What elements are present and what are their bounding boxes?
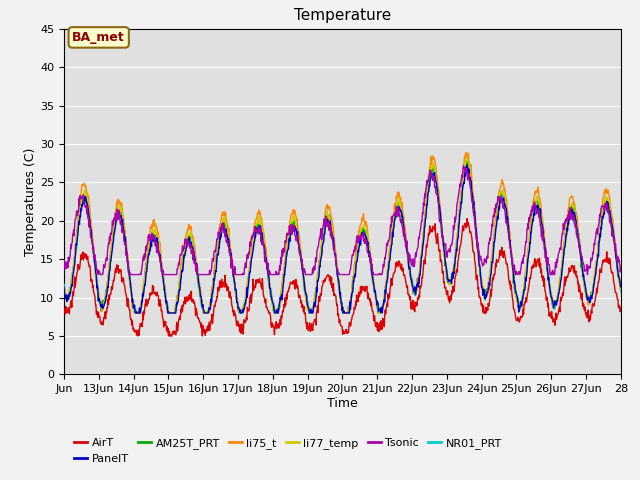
AirT (147, 291, 155, 297)
AM25T_PRT (131, 310, 138, 316)
Tsonic (95, 272, 102, 277)
Tsonic (122, 240, 129, 246)
Tsonic (495, 197, 503, 203)
li77_temp (131, 310, 139, 316)
NR01_PRT (60, 281, 68, 287)
li77_temp (60, 287, 68, 293)
NR01_PRT (399, 217, 407, 223)
Tsonic (554, 260, 561, 265)
PanelT (399, 220, 407, 226)
AirT (399, 265, 407, 271)
li77_temp (399, 213, 407, 219)
Line: AM25T_PRT: AM25T_PRT (64, 162, 621, 313)
Line: PanelT: PanelT (64, 165, 621, 313)
li75_t (554, 291, 562, 297)
li77_temp (554, 296, 561, 301)
PanelT (60, 285, 68, 290)
li77_temp (617, 286, 625, 291)
NR01_PRT (121, 233, 129, 239)
AM25T_PRT (617, 285, 625, 291)
Line: li75_t: li75_t (64, 153, 621, 313)
PanelT (495, 206, 503, 212)
PanelT (121, 238, 129, 243)
PanelT (617, 284, 625, 290)
li75_t (121, 228, 129, 233)
Tsonic (60, 257, 68, 263)
Tsonic (147, 235, 155, 240)
li77_temp (463, 155, 470, 161)
AirT (134, 333, 142, 339)
AirT (463, 216, 471, 221)
NR01_PRT (495, 200, 503, 206)
NR01_PRT (463, 159, 471, 165)
Line: NR01_PRT: NR01_PRT (64, 162, 621, 313)
AM25T_PRT (60, 288, 68, 293)
AM25T_PRT (554, 291, 562, 297)
li75_t (147, 224, 155, 230)
AirT (617, 305, 625, 311)
Line: li77_temp: li77_temp (64, 158, 621, 313)
AirT (554, 312, 561, 318)
Tsonic (617, 265, 625, 271)
Tsonic (554, 254, 562, 260)
NR01_PRT (617, 289, 625, 295)
Tsonic (460, 163, 467, 168)
li75_t (495, 187, 503, 193)
AM25T_PRT (463, 159, 471, 165)
Line: Tsonic: Tsonic (64, 166, 621, 275)
NR01_PRT (132, 310, 140, 316)
AirT (60, 307, 68, 312)
li75_t (131, 310, 138, 316)
AM25T_PRT (121, 235, 129, 241)
li77_temp (554, 294, 562, 300)
PanelT (132, 310, 140, 316)
Y-axis label: Temperatures (C): Temperatures (C) (24, 147, 37, 256)
li75_t (399, 212, 407, 217)
li75_t (60, 288, 68, 294)
NR01_PRT (554, 295, 562, 301)
Line: AirT: AirT (64, 218, 621, 336)
AM25T_PRT (399, 219, 407, 225)
li75_t (462, 150, 470, 156)
li77_temp (121, 235, 129, 240)
li77_temp (147, 234, 155, 240)
NR01_PRT (147, 240, 155, 245)
Text: BA_met: BA_met (72, 31, 125, 44)
AM25T_PRT (147, 237, 155, 242)
Legend: AirT, PanelT, AM25T_PRT, li75_t, li77_temp, Tsonic, NR01_PRT: AirT, PanelT, AM25T_PRT, li75_t, li77_te… (70, 433, 506, 468)
AirT (121, 285, 129, 290)
PanelT (463, 162, 471, 168)
AM25T_PRT (554, 298, 561, 303)
li77_temp (495, 194, 503, 200)
PanelT (554, 298, 561, 304)
Title: Temperature: Temperature (294, 9, 391, 24)
AM25T_PRT (495, 199, 503, 204)
li75_t (554, 293, 561, 299)
PanelT (147, 240, 155, 245)
AirT (495, 253, 503, 259)
X-axis label: Time: Time (327, 397, 358, 410)
li75_t (617, 286, 625, 291)
Tsonic (399, 229, 407, 235)
AirT (554, 312, 562, 318)
NR01_PRT (554, 295, 561, 301)
PanelT (554, 295, 562, 300)
